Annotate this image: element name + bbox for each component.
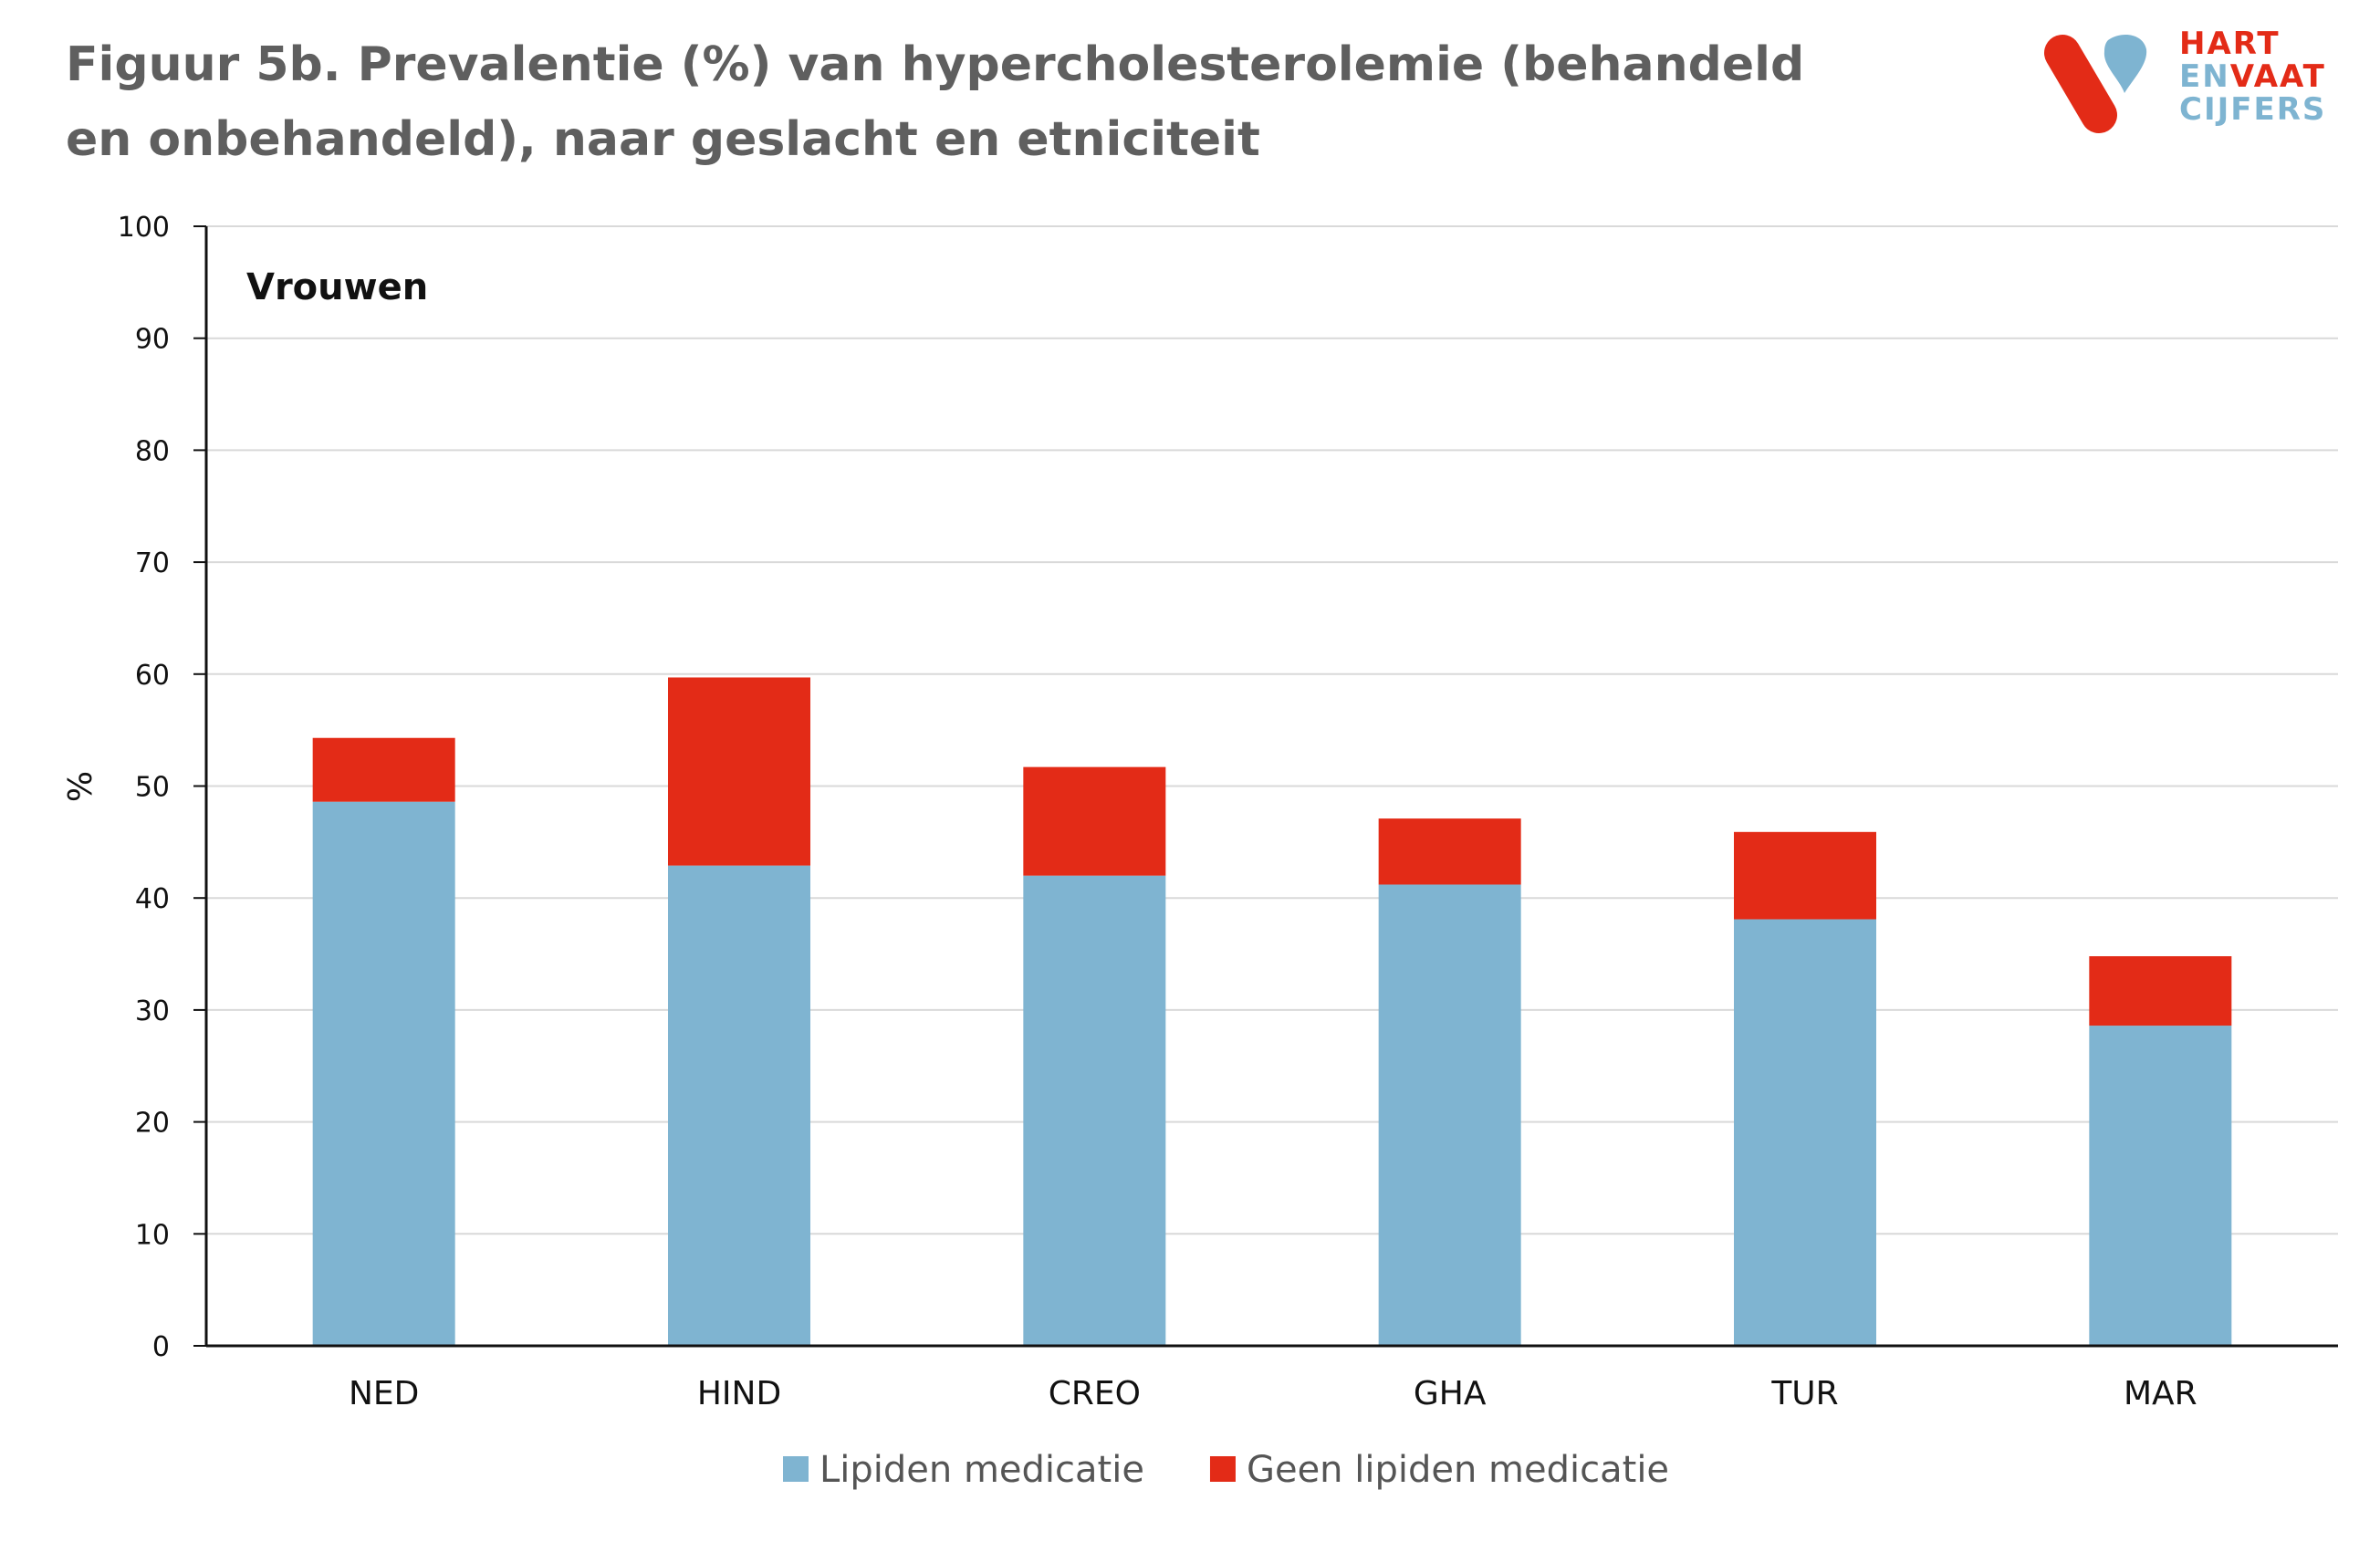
bar-gha-series-1	[1378, 884, 1521, 1346]
bar-mar-series-2	[2089, 956, 2232, 1026]
y-axis-title: %	[62, 771, 99, 802]
x-tick-label: HIND	[697, 1375, 781, 1412]
logo-text-vaat: VAAT	[2229, 58, 2326, 95]
legend-swatch-1	[783, 1456, 809, 1482]
logo-text-en: EN	[2179, 58, 2230, 95]
bar-creo-series-1	[1023, 875, 1166, 1346]
y-tick-label: 60	[135, 660, 170, 692]
x-tick-label: NED	[349, 1375, 419, 1412]
legend: Lipiden medicatie Geen lipiden medicatie	[783, 1449, 1669, 1491]
bar-hind-series-2	[668, 677, 810, 866]
bar-mar-series-1	[2089, 1026, 2232, 1346]
heart-vessel-logo-icon	[2044, 35, 2147, 133]
y-tick-label: 90	[135, 324, 170, 356]
gridlines	[206, 225, 2338, 1235]
axes	[193, 225, 2338, 1348]
x-tick-label: MAR	[2124, 1375, 2197, 1412]
legend-label-1: Lipiden medicatie	[819, 1449, 1144, 1491]
figure-title: Figuur 5b. Prevalentie (%) van hyperchol…	[66, 37, 1805, 167]
logo-text-hart: HART	[2179, 26, 2281, 62]
panel-label: Vrouwen	[246, 266, 428, 308]
y-tick-label: 80	[135, 435, 170, 467]
bar-ned-series-2	[312, 737, 455, 802]
y-tick-label: 10	[135, 1219, 170, 1251]
bars	[312, 677, 2232, 1346]
bar-ned-series-1	[312, 801, 455, 1346]
y-tick-label: 0	[152, 1331, 170, 1363]
logo-text-envaat: ENVAAT	[2179, 60, 2326, 93]
logo-text-cijfers: CIJFERS	[2179, 91, 2327, 128]
bar-tur-series-2	[1734, 831, 1876, 920]
x-tick-label: GHA	[1414, 1375, 1487, 1412]
y-tick-label: 40	[135, 883, 170, 915]
x-tick-label: CREO	[1049, 1375, 1141, 1412]
bar-tur-series-1	[1734, 919, 1876, 1346]
bar-creo-series-2	[1023, 766, 1166, 876]
bar-hind-series-1	[668, 865, 810, 1346]
legend-swatch-2	[1209, 1456, 1236, 1482]
bar-gha-series-2	[1378, 818, 1521, 885]
axis-labels: 0 10 20 30 40 50 60 70 80 90 100 NED HIND CREO GHA TUR M…	[118, 212, 2197, 1412]
y-tick-label: 20	[135, 1108, 170, 1140]
y-tick-label: 50	[135, 772, 170, 804]
hartenvaatcijfers-logo: HART ENVAAT CIJFERS	[2042, 26, 2343, 133]
legend-label-2: Geen lipiden medicatie	[1247, 1449, 1669, 1491]
y-tick-label: 70	[135, 547, 170, 579]
y-tick-label: 30	[135, 995, 170, 1027]
x-tick-label: TUR	[1770, 1375, 1838, 1412]
y-tick-label: 100	[118, 212, 170, 244]
